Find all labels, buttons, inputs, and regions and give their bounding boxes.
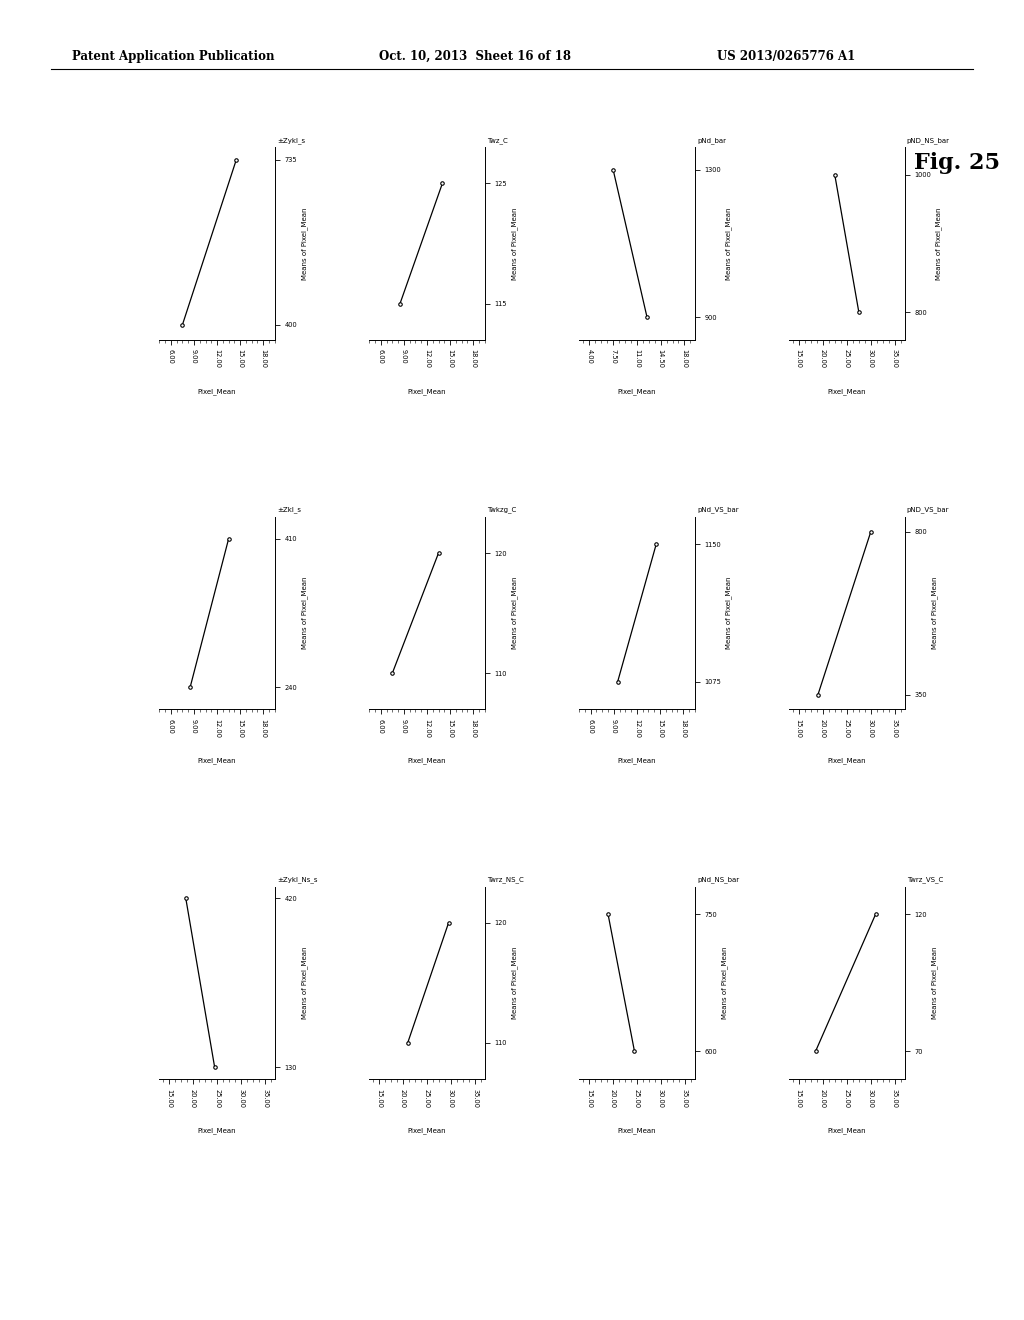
Y-axis label: Means of Pixel_Mean: Means of Pixel_Mean [935, 207, 942, 280]
X-axis label: Pixel_Mean: Pixel_Mean [617, 388, 656, 395]
X-axis label: Pixel_Mean: Pixel_Mean [827, 1127, 866, 1134]
X-axis label: Pixel_Mean: Pixel_Mean [827, 388, 866, 395]
Text: pND_NS_bar: pND_NS_bar [907, 137, 950, 144]
Text: Oct. 10, 2013  Sheet 16 of 18: Oct. 10, 2013 Sheet 16 of 18 [379, 50, 571, 63]
Y-axis label: Means of Pixel_Mean: Means of Pixel_Mean [301, 207, 308, 280]
X-axis label: Pixel_Mean: Pixel_Mean [198, 758, 237, 764]
Y-axis label: Means of Pixel_Mean: Means of Pixel_Mean [511, 946, 518, 1019]
X-axis label: Pixel_Mean: Pixel_Mean [827, 758, 866, 764]
Y-axis label: Means of Pixel_Mean: Means of Pixel_Mean [301, 946, 308, 1019]
Y-axis label: Means of Pixel_Mean: Means of Pixel_Mean [725, 577, 732, 649]
Text: Twrz_NS_C: Twrz_NS_C [487, 876, 523, 883]
Y-axis label: Means of Pixel_Mean: Means of Pixel_Mean [931, 946, 938, 1019]
Text: Twz_C: Twz_C [487, 137, 508, 144]
Y-axis label: Means of Pixel_Mean: Means of Pixel_Mean [931, 577, 938, 649]
Text: Patent Application Publication: Patent Application Publication [72, 50, 274, 63]
Text: US 2013/0265776 A1: US 2013/0265776 A1 [717, 50, 855, 63]
Y-axis label: Means of Pixel_Mean: Means of Pixel_Mean [301, 577, 308, 649]
X-axis label: Pixel_Mean: Pixel_Mean [617, 758, 656, 764]
Text: pNd_bar: pNd_bar [697, 137, 726, 144]
Text: pNd_VS_bar: pNd_VS_bar [697, 507, 738, 513]
Text: ±Zykl_s: ±Zykl_s [278, 137, 305, 144]
Text: pNd_NS_bar: pNd_NS_bar [697, 876, 739, 883]
Text: ±Zkl_s: ±Zkl_s [278, 507, 301, 513]
Text: ±Zykl_Ns_s: ±Zykl_Ns_s [278, 876, 317, 883]
Text: Twrz_VS_C: Twrz_VS_C [907, 876, 943, 883]
X-axis label: Pixel_Mean: Pixel_Mean [617, 1127, 656, 1134]
X-axis label: Pixel_Mean: Pixel_Mean [408, 758, 446, 764]
Text: Twkzg_C: Twkzg_C [487, 507, 516, 513]
X-axis label: Pixel_Mean: Pixel_Mean [198, 388, 237, 395]
Y-axis label: Means of Pixel_Mean: Means of Pixel_Mean [511, 207, 518, 280]
Y-axis label: Means of Pixel_Mean: Means of Pixel_Mean [725, 207, 732, 280]
X-axis label: Pixel_Mean: Pixel_Mean [408, 388, 446, 395]
X-axis label: Pixel_Mean: Pixel_Mean [408, 1127, 446, 1134]
X-axis label: Pixel_Mean: Pixel_Mean [198, 1127, 237, 1134]
Text: pND_VS_bar: pND_VS_bar [907, 507, 949, 513]
Y-axis label: Means of Pixel_Mean: Means of Pixel_Mean [721, 946, 728, 1019]
Y-axis label: Means of Pixel_Mean: Means of Pixel_Mean [511, 577, 518, 649]
Text: Fig. 25: Fig. 25 [914, 152, 1000, 174]
